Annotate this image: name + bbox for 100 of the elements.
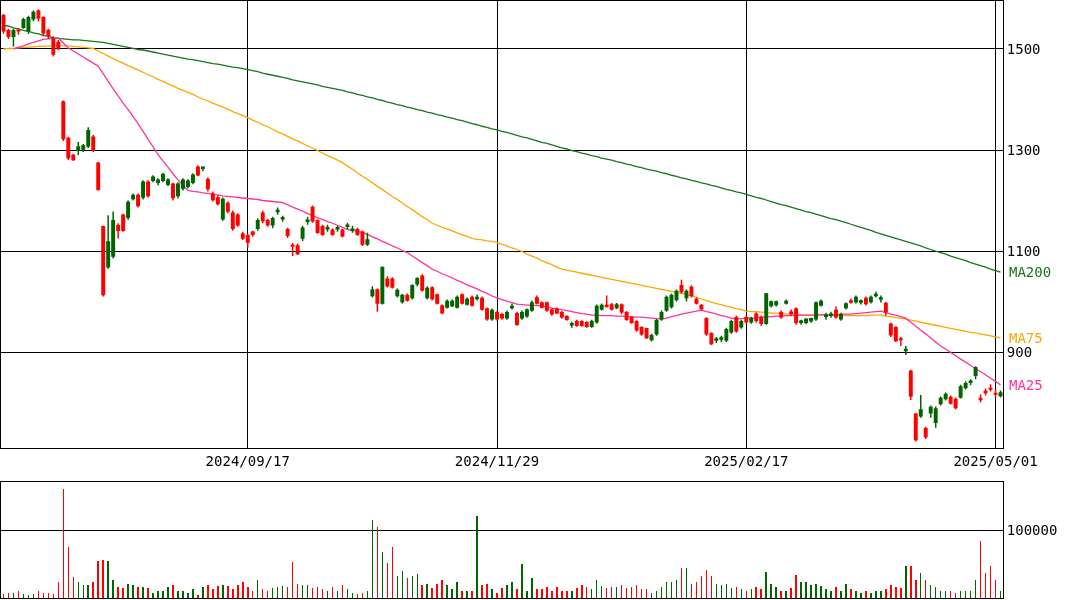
candlestick [465,296,470,307]
candlestick [51,35,56,58]
candlestick [903,345,908,356]
candlestick [883,301,888,317]
candlestick [365,232,370,247]
candlestick [993,388,998,399]
candlestick [490,307,494,322]
candlestick [973,365,978,381]
y-tick-label: 1300 [1006,141,1041,158]
candlestick [460,292,465,306]
candlestick [141,179,146,201]
candlestick [280,214,285,223]
candlestick [834,305,838,320]
candlestick [863,295,868,307]
x-tick-label: 2024/09/17 [205,452,290,469]
candlestick [694,296,699,306]
candlestick [255,217,260,232]
candlestick [136,192,141,209]
candlestick [988,383,993,393]
candlestick [21,16,26,30]
candlestick [405,292,410,303]
candlestick [470,294,475,308]
candlestick [300,225,305,242]
series-label: MA75 [1009,330,1043,346]
candlestick [420,273,425,293]
candlestick [235,212,240,228]
candlestick [370,285,375,299]
candlestick [505,309,509,321]
y-tick-label: 1500 [1006,40,1041,57]
candlestick [440,303,445,315]
candlestick [131,192,136,202]
candlestick [689,284,694,299]
candlestick [684,288,689,303]
x-tick-label: 2025/02/17 [704,452,789,469]
candlestick [514,310,519,327]
candlestick [868,294,873,305]
line-series [2,24,1002,273]
candlestick [779,309,784,320]
candlestick [425,285,430,301]
line-series [2,44,1002,339]
candlestick [908,368,913,401]
candlestick [839,311,843,322]
candlestick [475,293,480,302]
candlestick [250,230,255,238]
candlestick [200,165,205,172]
candlestick [584,320,589,329]
candlestick [858,298,863,306]
candlestick [848,297,853,305]
candlestick [96,161,101,192]
candlestick [295,242,300,256]
candlestick [739,318,744,330]
y-tick-label: 1100 [1006,242,1041,259]
candlestick [564,314,569,322]
y-tick-label: 100000 [1006,522,1058,539]
candlestick [385,275,390,289]
candlestick [190,172,195,186]
candlestick [445,298,450,310]
candlestick [510,302,514,311]
candlestick [335,225,340,233]
candlestick [11,28,16,48]
candlestick [430,285,435,302]
candlestick [215,194,220,207]
candlestick [953,396,958,411]
candlestick [285,227,290,239]
candlestick [734,314,739,334]
candlestick [679,279,684,295]
candlestick [16,28,21,36]
candlestick [754,311,759,324]
candlestick [106,214,111,270]
candlestick [844,301,848,311]
candlestick [245,233,250,249]
candlestick [978,393,983,404]
candlestick [275,206,280,216]
candlestick [923,426,928,440]
candlestick [569,320,574,329]
candlestick [918,394,923,419]
candlestick [764,292,769,326]
candlestick [195,164,200,178]
candlestick [101,225,106,298]
candlestick [76,141,81,156]
candlestick [415,276,420,288]
series-label: MA25 [1009,377,1043,393]
candlestick [171,182,175,202]
candlestick [878,294,883,304]
candlestick [933,405,938,429]
candlestick [619,302,624,315]
candlestick [410,283,415,301]
candlestick [714,336,719,344]
line-series [12,37,1002,386]
candlestick [225,200,230,214]
x-tick-label: 2025/05/01 [953,452,1038,469]
candlestick [305,215,310,226]
candlestick [151,174,156,184]
candlestick [649,333,654,343]
candlestick [699,303,704,312]
candlestick [220,196,225,222]
candlestick [873,290,878,299]
candlestick [749,315,754,325]
candlestick [350,225,355,234]
x-tick-label: 2024/11/29 [454,452,540,469]
